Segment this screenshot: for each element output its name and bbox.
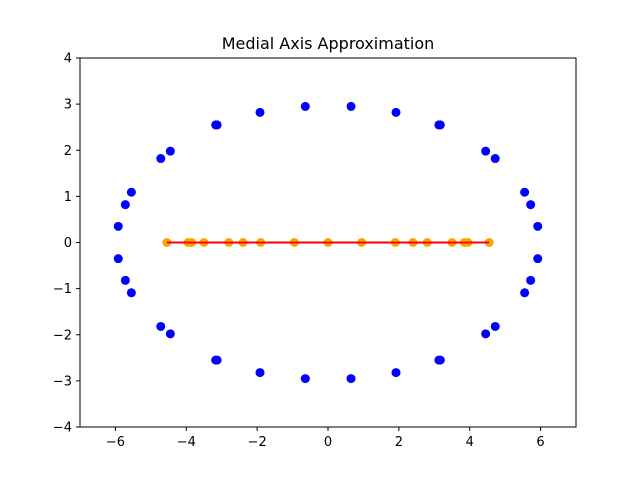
series-0-point <box>520 288 530 298</box>
x-tick-label: −6 <box>106 435 125 450</box>
series-0-point <box>490 154 500 164</box>
y-tick-label: 1 <box>64 190 72 205</box>
series-0-point <box>346 101 356 111</box>
series-0-point <box>434 120 444 130</box>
chart-axes: −6 −4 −2 0 2 4 6 −4 −3 −2 −1 0 1 2 3 4 <box>53 52 545 451</box>
y-tick-label: 0 <box>64 236 72 251</box>
series-0-point <box>481 329 491 339</box>
series-0-point <box>126 187 136 197</box>
y-tick-label: −1 <box>53 282 72 297</box>
y-tick-label: 3 <box>64 98 72 113</box>
series-0-point <box>391 368 401 378</box>
series-0-point <box>165 329 175 339</box>
y-tick-label: 2 <box>64 144 72 159</box>
y-tick-label: −3 <box>53 374 72 389</box>
series-0-point <box>346 374 356 384</box>
series-0-point <box>126 288 136 298</box>
x-tick-label: −4 <box>177 435 196 450</box>
series-0-point <box>113 254 123 264</box>
y-tick-label: −2 <box>53 328 72 343</box>
y-tick-label: 4 <box>64 52 72 67</box>
series-0-point <box>526 200 536 210</box>
series-0-point <box>391 107 401 117</box>
series-0-point <box>165 146 175 156</box>
series-0-point <box>156 321 166 331</box>
series-0-point <box>300 101 310 111</box>
series-0-point <box>212 120 222 130</box>
x-tick-label: 6 <box>536 435 544 450</box>
series-0-point <box>533 254 543 264</box>
series-0-point <box>520 187 530 197</box>
series-0-point <box>255 107 265 117</box>
series-0-point <box>434 355 444 365</box>
chart-marks <box>113 101 543 384</box>
series-0-point <box>255 368 265 378</box>
series-0-point <box>120 275 130 285</box>
y-tick-label: −4 <box>53 421 72 436</box>
series-0-point <box>156 154 166 164</box>
x-tick-label: 4 <box>466 435 474 450</box>
series-0-point <box>526 275 536 285</box>
series-0-point <box>212 355 222 365</box>
x-tick-label: 2 <box>395 435 403 450</box>
chart-title: Medial Axis Approximation <box>222 34 435 53</box>
series-0-point <box>113 221 123 231</box>
series-0-point <box>120 200 130 210</box>
series-0-point <box>533 221 543 231</box>
x-tick-label: −2 <box>248 435 267 450</box>
series-0-point <box>300 374 310 384</box>
x-tick-label: 0 <box>324 435 332 450</box>
series-0-point <box>481 146 491 156</box>
series-0-point <box>490 321 500 331</box>
